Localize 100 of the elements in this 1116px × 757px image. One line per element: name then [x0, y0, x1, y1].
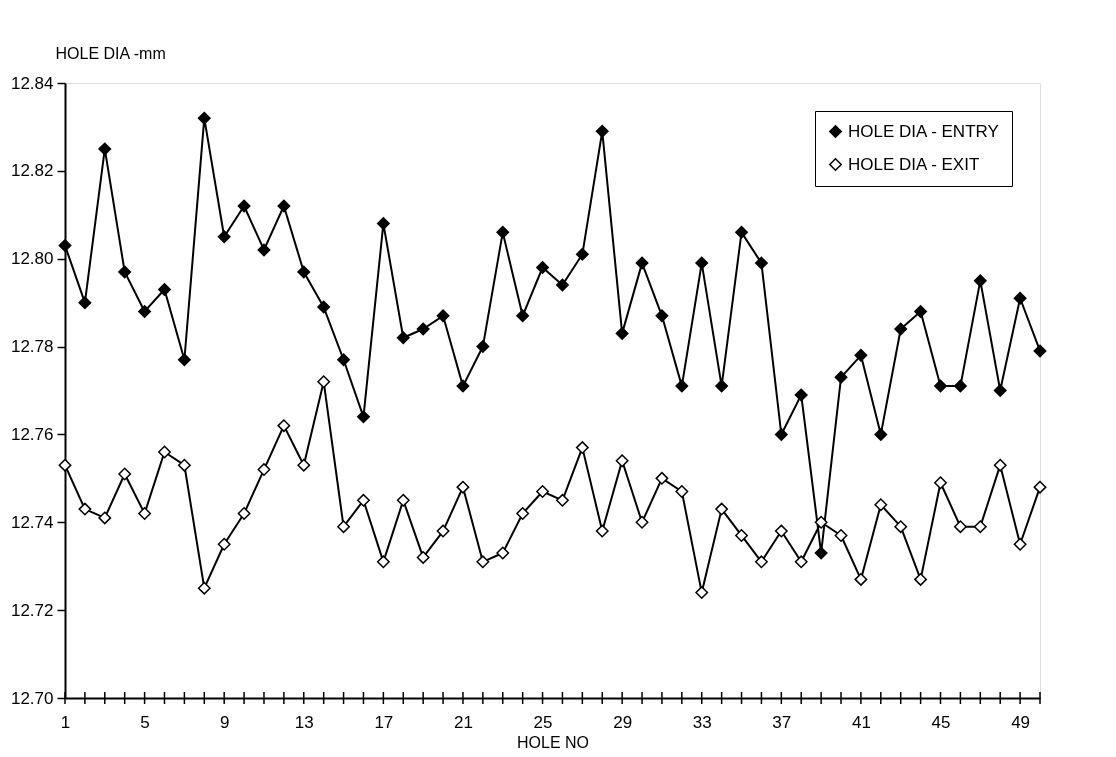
point	[496, 546, 510, 560]
point	[695, 586, 709, 600]
y-tick-label: 12.84	[10, 73, 54, 93]
point	[197, 111, 211, 125]
point	[58, 239, 72, 252]
point	[436, 524, 450, 538]
point	[854, 572, 868, 586]
point	[138, 507, 152, 520]
point	[934, 476, 947, 490]
point	[655, 471, 669, 485]
x-tick-label: 5	[140, 712, 150, 732]
point	[337, 353, 351, 367]
point	[476, 340, 490, 354]
point	[237, 199, 251, 213]
x-tick-label: 37	[772, 712, 792, 732]
point	[715, 379, 729, 393]
point	[814, 546, 828, 560]
point	[158, 445, 171, 459]
point	[934, 379, 947, 393]
y-tick-label: 12.72	[10, 600, 54, 620]
point	[516, 309, 530, 323]
y-tick-label: 12.82	[10, 161, 54, 181]
point	[376, 217, 390, 231]
x-tick-label: 45	[931, 712, 951, 732]
point	[595, 524, 609, 538]
legend-label: HOLE DIA - EXIT	[848, 154, 980, 174]
point	[78, 296, 92, 310]
point	[98, 511, 112, 525]
point	[953, 520, 967, 534]
point	[257, 463, 271, 477]
point	[177, 353, 191, 367]
x-tick-label: 25	[533, 712, 553, 732]
point	[1033, 480, 1047, 494]
point	[735, 225, 748, 239]
point	[635, 515, 649, 529]
point	[953, 379, 967, 393]
point	[277, 419, 291, 433]
point	[655, 309, 669, 323]
point	[416, 322, 430, 336]
point	[914, 304, 928, 318]
point	[834, 370, 848, 384]
point	[635, 256, 649, 270]
y-tick-label: 12.80	[10, 249, 54, 269]
point	[715, 502, 729, 516]
x-tick-label: 41	[851, 712, 871, 732]
x-tick-label: 1	[60, 712, 71, 732]
point	[257, 243, 271, 257]
point	[973, 274, 987, 288]
point	[556, 493, 569, 507]
point	[834, 529, 848, 542]
point	[297, 458, 311, 472]
y-tick-label: 12.78	[10, 337, 54, 357]
point	[516, 507, 530, 520]
point	[376, 555, 390, 569]
point	[118, 467, 132, 481]
point	[277, 199, 291, 213]
point	[317, 300, 331, 314]
point	[754, 256, 768, 270]
point	[357, 493, 370, 507]
x-tick-label: 49	[1011, 712, 1031, 732]
point	[575, 441, 589, 455]
point	[357, 410, 370, 424]
point	[118, 265, 132, 279]
point	[396, 331, 410, 345]
y-tick-label: 12.76	[10, 424, 54, 444]
point	[874, 498, 888, 512]
point	[993, 458, 1007, 472]
point	[396, 493, 410, 507]
point	[894, 322, 908, 336]
x-tick-label: 33	[692, 712, 712, 732]
point	[217, 230, 231, 244]
point	[536, 261, 549, 274]
point	[1033, 344, 1047, 358]
x-tick-label: 9	[219, 712, 230, 732]
point	[675, 485, 689, 498]
point	[914, 572, 928, 586]
point	[476, 555, 490, 569]
point	[436, 309, 450, 323]
point	[58, 458, 72, 472]
point	[794, 555, 808, 569]
point	[874, 427, 888, 441]
point	[615, 326, 629, 340]
point	[695, 256, 709, 270]
point	[78, 502, 92, 516]
point	[317, 375, 331, 389]
point	[536, 485, 549, 498]
point	[1013, 537, 1027, 551]
point	[854, 348, 868, 362]
point	[894, 520, 908, 534]
x-tick-label: 29	[613, 712, 633, 732]
point	[416, 550, 430, 564]
x-tick-label: 17	[374, 712, 394, 732]
y-tick-label: 12.74	[10, 512, 54, 532]
point	[337, 520, 351, 534]
point	[774, 427, 788, 441]
point	[595, 124, 609, 138]
point	[237, 507, 251, 520]
x-tick-label: 13	[294, 712, 314, 732]
point	[456, 480, 470, 494]
point	[794, 388, 808, 402]
